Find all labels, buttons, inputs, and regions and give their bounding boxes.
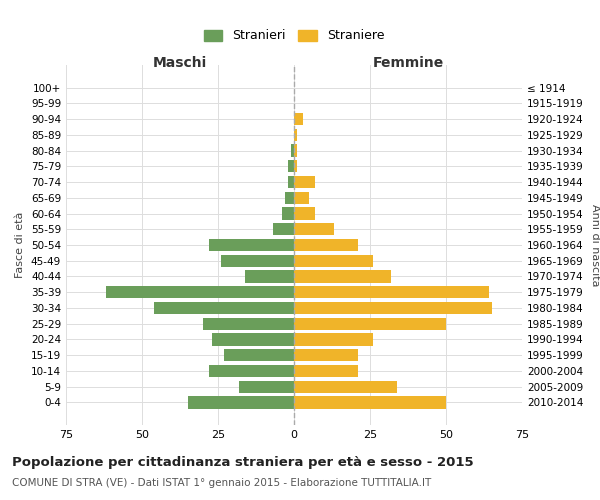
- Bar: [288, 176, 294, 188]
- Bar: [294, 380, 397, 393]
- Bar: [294, 160, 297, 172]
- Bar: [188, 396, 294, 408]
- Bar: [294, 254, 373, 267]
- Bar: [294, 365, 358, 377]
- Y-axis label: Anni di nascita: Anni di nascita: [590, 204, 600, 286]
- Bar: [288, 160, 294, 172]
- Bar: [273, 223, 294, 235]
- Bar: [294, 302, 491, 314]
- Text: Popolazione per cittadinanza straniera per età e sesso - 2015: Popolazione per cittadinanza straniera p…: [12, 456, 473, 469]
- Bar: [294, 208, 315, 220]
- Bar: [245, 270, 294, 282]
- Bar: [212, 334, 294, 345]
- Y-axis label: Fasce di età: Fasce di età: [16, 212, 25, 278]
- Bar: [221, 254, 294, 267]
- Bar: [294, 349, 358, 362]
- Bar: [294, 334, 373, 345]
- Bar: [294, 223, 334, 235]
- Bar: [294, 192, 309, 204]
- Bar: [294, 144, 297, 156]
- Bar: [224, 349, 294, 362]
- Bar: [294, 286, 488, 298]
- Bar: [294, 128, 297, 141]
- Bar: [294, 176, 315, 188]
- Bar: [239, 380, 294, 393]
- Bar: [294, 396, 446, 408]
- Bar: [282, 208, 294, 220]
- Bar: [294, 113, 303, 125]
- Text: Maschi: Maschi: [153, 56, 207, 70]
- Bar: [291, 144, 294, 156]
- Text: COMUNE DI STRA (VE) - Dati ISTAT 1° gennaio 2015 - Elaborazione TUTTITALIA.IT: COMUNE DI STRA (VE) - Dati ISTAT 1° genn…: [12, 478, 431, 488]
- Legend: Stranieri, Straniere: Stranieri, Straniere: [199, 24, 389, 48]
- Bar: [106, 286, 294, 298]
- Bar: [203, 318, 294, 330]
- Bar: [154, 302, 294, 314]
- Text: Femmine: Femmine: [373, 56, 443, 70]
- Bar: [285, 192, 294, 204]
- Bar: [209, 365, 294, 377]
- Bar: [294, 239, 358, 251]
- Bar: [294, 318, 446, 330]
- Bar: [294, 270, 391, 282]
- Bar: [209, 239, 294, 251]
